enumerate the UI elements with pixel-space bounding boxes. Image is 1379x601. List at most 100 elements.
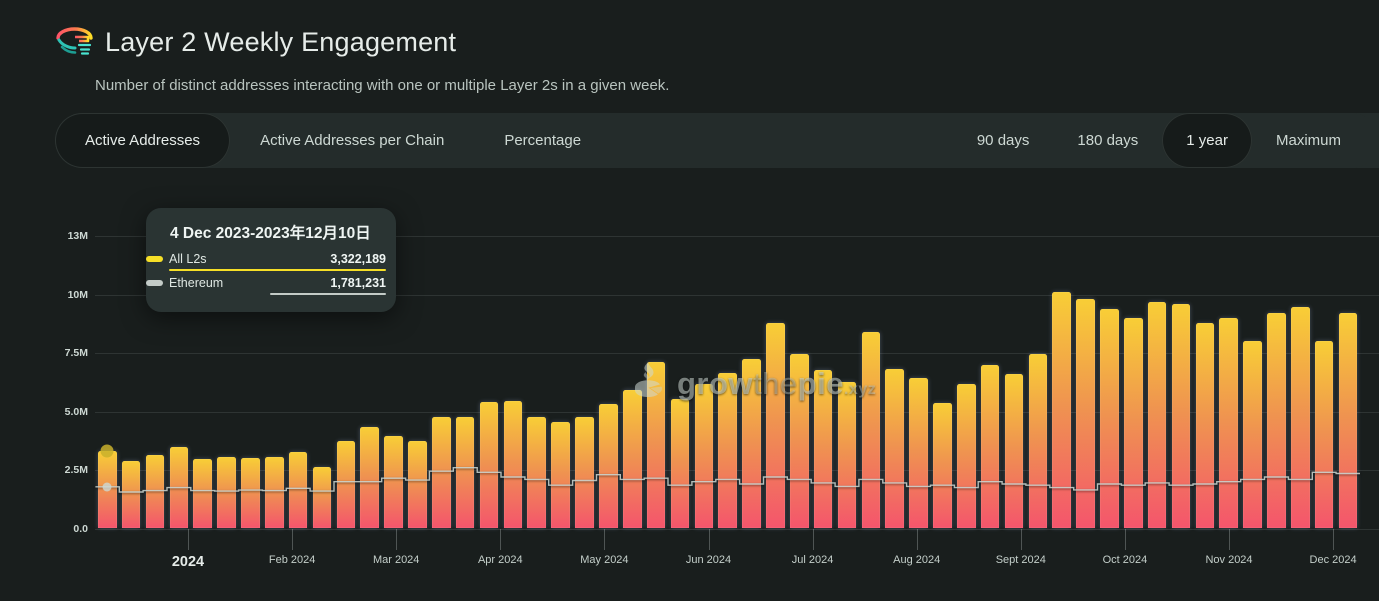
bar-week-47[interactable] — [1219, 317, 1238, 529]
bar-week-7[interactable] — [265, 457, 284, 529]
x-axis-label: Jul 2024 — [791, 553, 834, 566]
bar-week-50[interactable] — [1291, 307, 1310, 529]
bar-week-33[interactable] — [885, 369, 904, 529]
y-gridline — [95, 236, 1379, 237]
bar-week-14[interactable] — [432, 416, 451, 529]
bar-week-44[interactable] — [1147, 301, 1167, 529]
series-name: All L2s — [169, 252, 207, 266]
bar-week-9[interactable] — [312, 466, 332, 529]
timespan-maximum[interactable]: Maximum — [1252, 113, 1365, 168]
y-gridline — [95, 353, 1379, 354]
bar-week-43[interactable] — [1123, 317, 1143, 529]
x-axis-tick — [916, 528, 918, 550]
y-axis-label: 10M — [67, 288, 88, 301]
bar-week-37[interactable] — [980, 364, 1000, 529]
bar-week-46[interactable] — [1195, 322, 1215, 529]
chart-area[interactable]: 13M 10M 7.5M 5.0M 2.5M 0.0 2024 Feb 2024 Mar 202… — [0, 190, 1379, 601]
x-axis-label: Sept 2024 — [995, 553, 1046, 566]
tab-percentage[interactable]: Percentage — [474, 113, 611, 168]
x-axis-tick — [812, 528, 814, 550]
timespan-1-year[interactable]: 1 year — [1162, 113, 1252, 168]
x-axis-label: Feb 2024 — [268, 553, 316, 566]
x-axis-tick — [396, 528, 398, 550]
x-axis-label: Oct 2024 — [1102, 553, 1148, 566]
hover-marker-ethereum — [102, 482, 112, 492]
bar-week-15[interactable] — [455, 417, 475, 529]
bar-week-31[interactable] — [837, 382, 857, 529]
x-axis-label: Apr 2024 — [477, 553, 523, 566]
y-gridline — [95, 470, 1379, 471]
timespan-180-days[interactable]: 180 days — [1053, 113, 1162, 168]
tooltip-row-ethereum: Ethereum 1,781,231 — [146, 276, 396, 290]
bar-week-35[interactable] — [933, 402, 952, 529]
bar-week-25[interactable] — [694, 383, 714, 529]
growthepie-logo-icon — [56, 27, 93, 55]
bar-week-45[interactable] — [1171, 303, 1191, 529]
x-axis-tick — [292, 528, 294, 550]
y-axis-label: 13M — [67, 230, 88, 242]
bar-week-49[interactable] — [1267, 313, 1286, 529]
bar-week-34[interactable] — [909, 378, 928, 529]
bar-week-29[interactable] — [789, 353, 809, 529]
series-value: 3,322,189 — [330, 252, 386, 266]
bar-week-6[interactable] — [241, 458, 260, 529]
y-axis-label: 2.5M — [64, 464, 88, 476]
x-axis-tick — [1229, 528, 1230, 550]
bar-week-30[interactable] — [813, 370, 833, 529]
bar-week-40[interactable] — [1052, 292, 1071, 529]
chart-tooltip: 4 Dec 2023-2023年12月10日 All L2s 3,322,189 E… — [146, 208, 396, 312]
timespan-90-days[interactable]: 90 days — [953, 113, 1054, 168]
bar-week-5[interactable] — [217, 457, 236, 529]
bar-week-19[interactable] — [551, 421, 570, 529]
x-axis-tick — [604, 528, 606, 550]
ethereum-step-line — [95, 467, 1360, 493]
tooltip-value-bar — [269, 293, 386, 295]
page-subtitle: Number of distinct addresses interacting… — [95, 77, 670, 94]
bar-week-22[interactable] — [622, 389, 642, 529]
metric-tab-group: Active Addresses Active Addresses per Cha… — [55, 113, 611, 168]
bar-week-18[interactable] — [527, 416, 547, 529]
bar-week-26[interactable] — [718, 372, 737, 529]
controls-bar: Active Addresses Active Addresses per Cha… — [55, 113, 1379, 168]
bar-week-2[interactable] — [145, 454, 165, 529]
tab-active-addresses-per-chain[interactable]: Active Addresses per Chain — [230, 113, 474, 168]
bar-week-1[interactable] — [121, 460, 141, 529]
x-axis-label: Mar 2024 — [372, 553, 420, 566]
y-gridline — [95, 528, 1379, 530]
series-value: 1,781,231 — [330, 276, 386, 290]
header: Layer 2 Weekly Engagement — [55, 24, 456, 60]
bar-week-23[interactable] — [646, 362, 666, 529]
bar-week-11[interactable] — [360, 427, 380, 529]
bar-week-42[interactable] — [1100, 308, 1119, 529]
bar-week-17[interactable] — [503, 401, 523, 529]
x-axis-label: Aug 2024 — [893, 553, 941, 566]
bar-week-21[interactable] — [599, 403, 618, 529]
bar-week-8[interactable] — [288, 452, 308, 529]
x-axis-tick — [1333, 528, 1335, 550]
tab-active-addresses[interactable]: Active Addresses — [55, 113, 231, 168]
hover-marker-all-l2s — [100, 444, 114, 458]
bar-week-27[interactable] — [742, 359, 761, 529]
bar-week-41[interactable] — [1076, 299, 1095, 529]
tooltip-date-range: 4 Dec 2023-2023年12月10日 — [170, 225, 371, 242]
tooltip-row-all-l2s: All L2s 3,322,189 — [146, 252, 396, 266]
bar-week-38[interactable] — [1004, 374, 1024, 529]
series-name: Ethereum — [169, 276, 224, 290]
bar-week-4[interactable] — [193, 459, 213, 529]
bar-week-51[interactable] — [1314, 341, 1334, 529]
bar-week-16[interactable] — [479, 402, 499, 529]
bar-week-52[interactable] — [1338, 313, 1358, 529]
bar-week-48[interactable] — [1243, 341, 1262, 529]
series-color-pill — [146, 256, 163, 262]
series-color-pill — [146, 280, 163, 286]
bar-week-12[interactable] — [384, 436, 403, 529]
bar-week-13[interactable] — [408, 441, 427, 529]
page-title: Layer 2 Weekly Engagement — [105, 26, 457, 57]
bar-week-24[interactable] — [670, 399, 690, 529]
bar-week-20[interactable] — [575, 416, 594, 529]
bar-week-36[interactable] — [956, 384, 976, 529]
y-gridline — [95, 411, 1379, 413]
bar-week-10[interactable] — [336, 441, 356, 529]
x-axis-tick — [500, 528, 502, 550]
